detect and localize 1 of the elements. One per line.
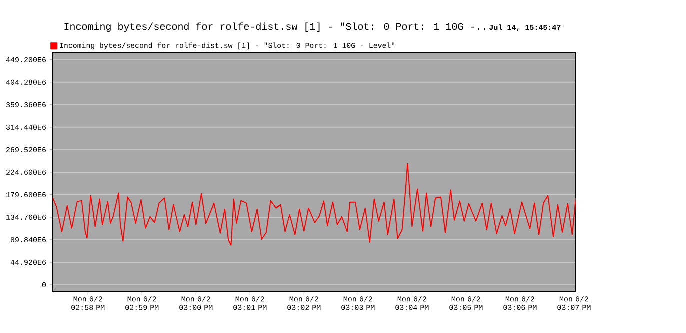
chart-title: Incoming bytes/second for rolfe-dist.sw [1] - "Slot: 0 Port: 1 10G -.. [64,22,486,32]
